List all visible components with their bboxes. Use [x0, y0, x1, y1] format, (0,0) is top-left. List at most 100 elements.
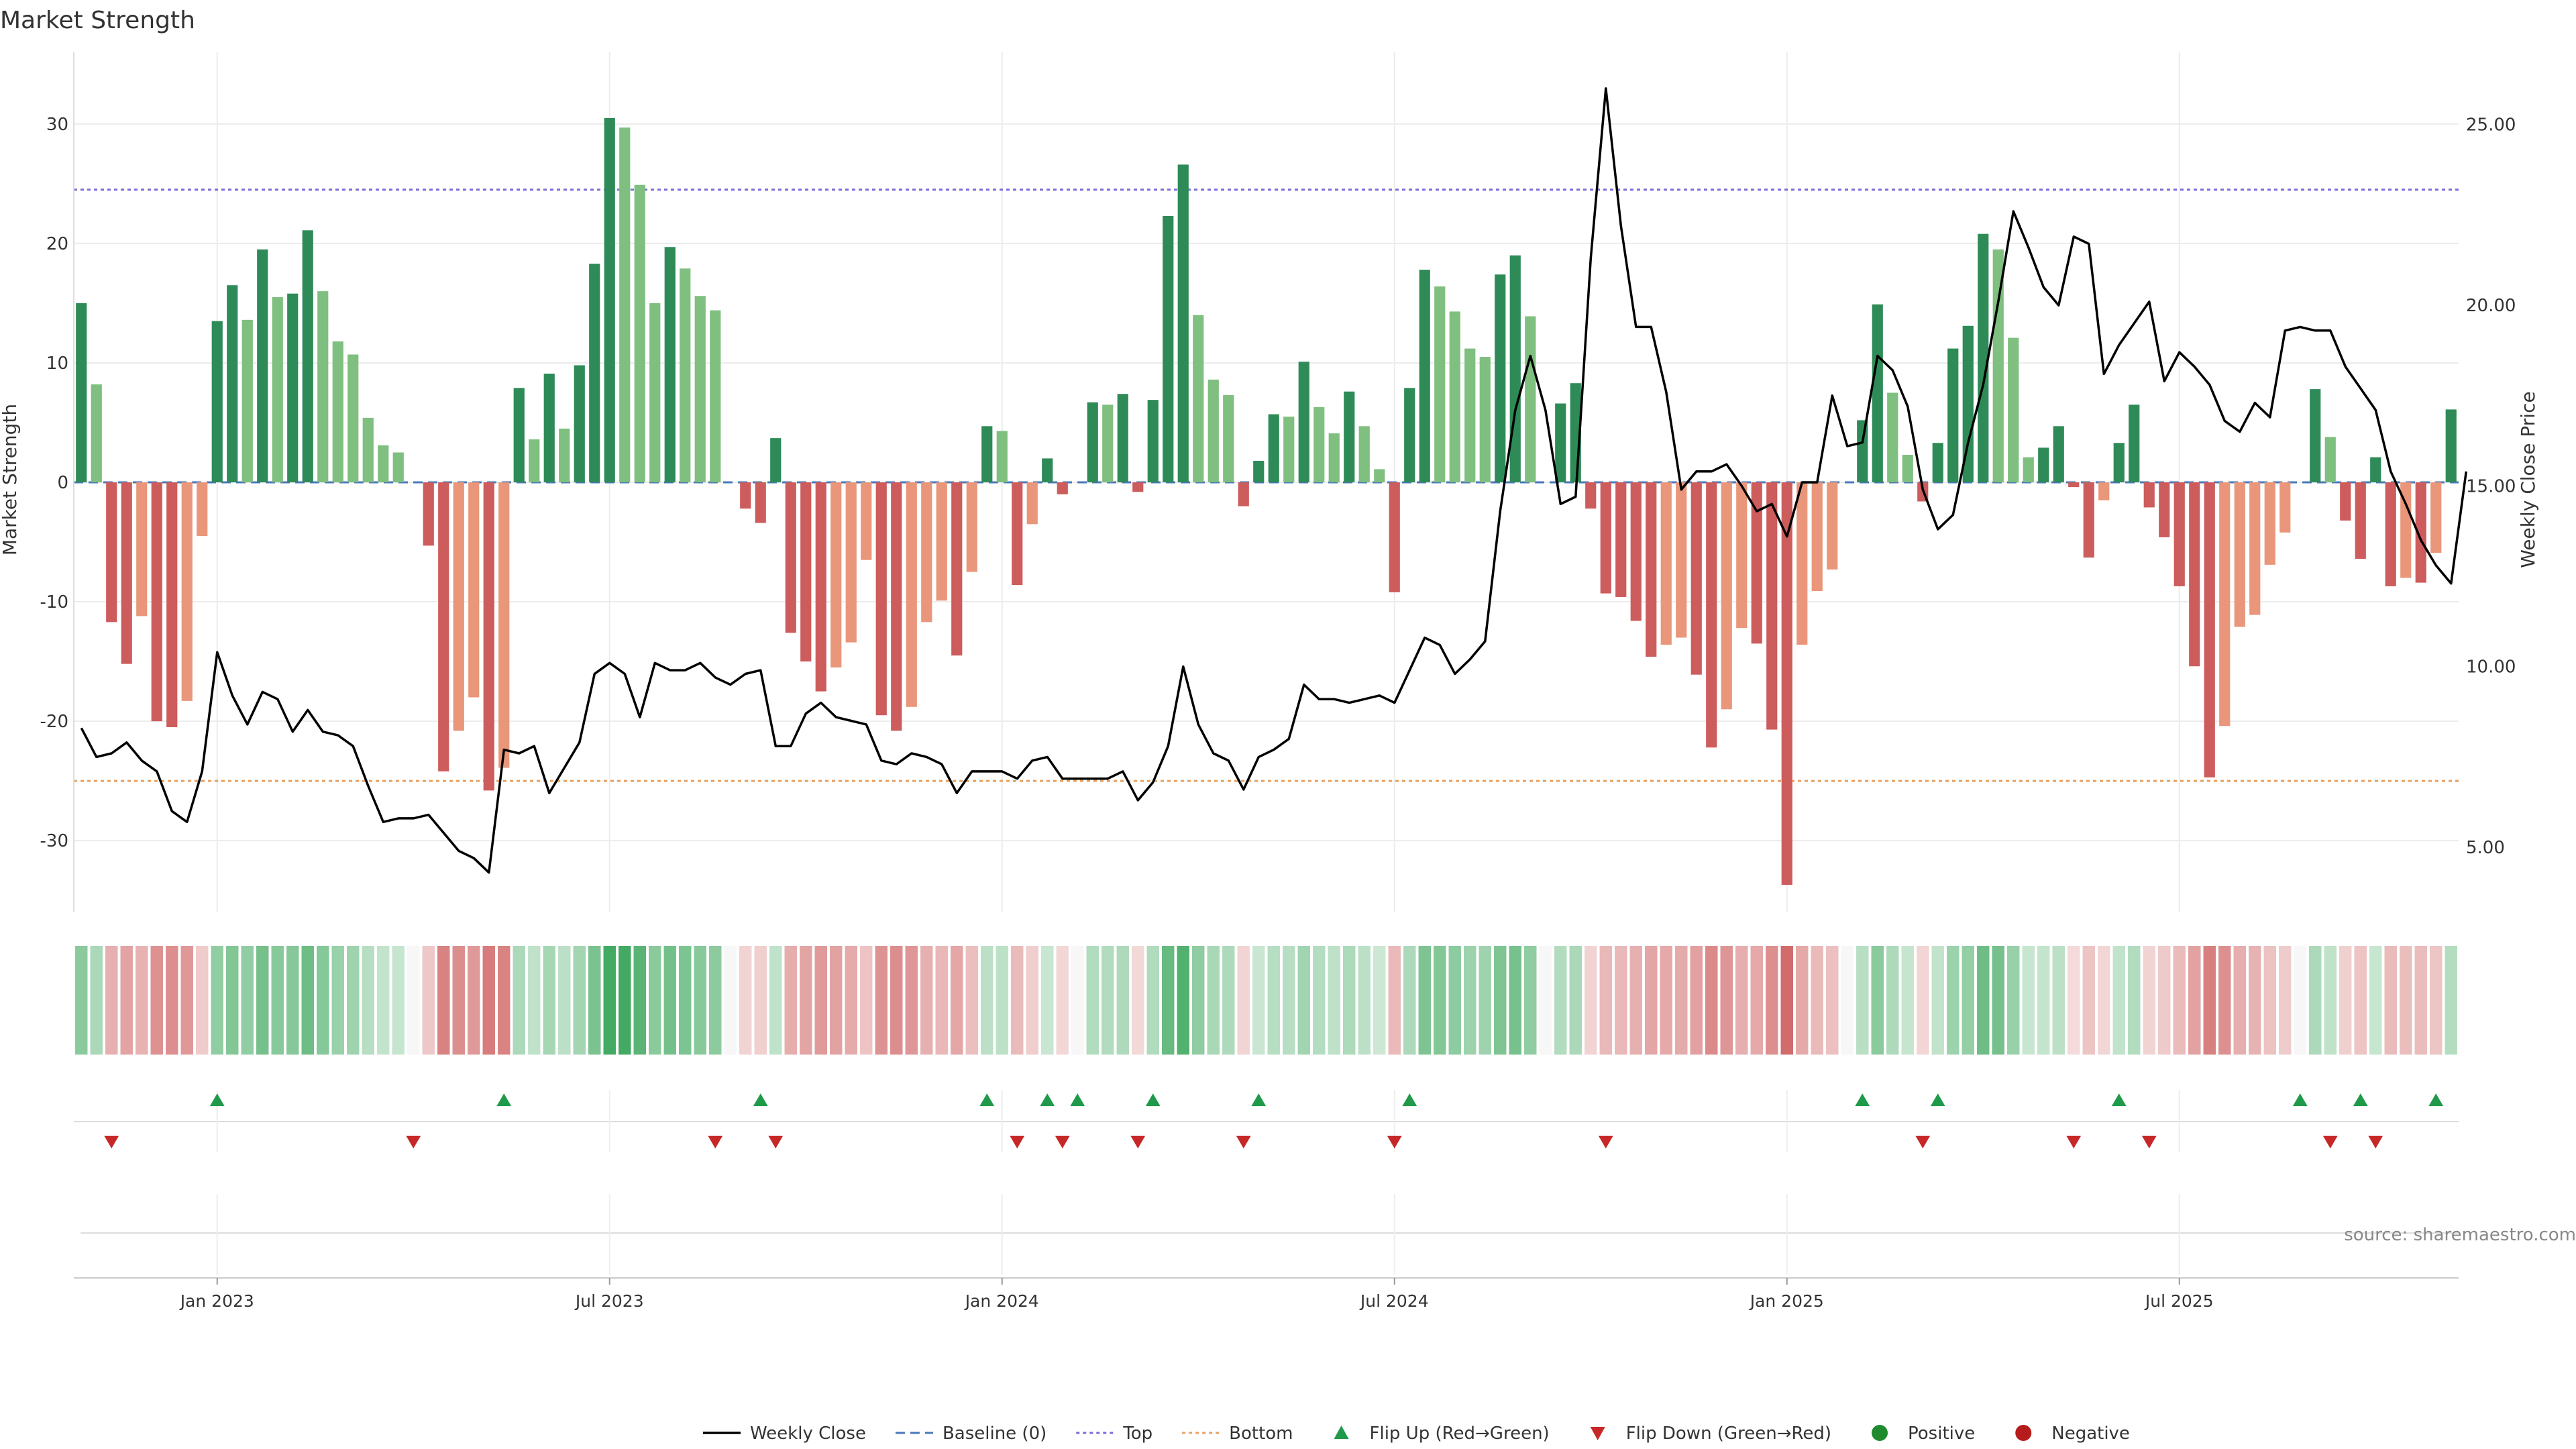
flip-up-marker: [1040, 1093, 1055, 1106]
heatmap-cell: [1675, 946, 1688, 1055]
strength-bar: [181, 482, 193, 701]
legend-item: Flip Down (Green→Red): [1590, 1424, 1831, 1444]
y-tick-label-right: 20.00: [2466, 296, 2516, 316]
heatmap-cell: [150, 946, 163, 1055]
heatmap-cell: [120, 946, 133, 1055]
heatmap-cell: [2068, 946, 2080, 1055]
strength-bar: [1087, 402, 1098, 482]
heatmap-cell: [1494, 946, 1507, 1055]
strength-bar: [2113, 443, 2125, 482]
strength-bar: [257, 249, 268, 482]
strength-bar: [951, 482, 963, 656]
heatmap-cell: [965, 946, 978, 1055]
heatmap-cell: [1796, 946, 1809, 1055]
heatmap-cell: [1146, 946, 1159, 1055]
strength-bar: [1313, 407, 1325, 482]
heatmap-cell: [1629, 946, 1642, 1055]
strength-bar: [891, 482, 902, 731]
heatmap-cell: [694, 946, 706, 1055]
heatmap-cell: [1947, 946, 1960, 1055]
heatmap-cell: [935, 946, 948, 1055]
heatmap-cell: [603, 946, 616, 1055]
heatmap-cell: [754, 946, 767, 1055]
heatmap-cell: [407, 946, 420, 1055]
strength-bar: [1751, 482, 1762, 644]
x-tick-label: Jan 2023: [179, 1291, 254, 1311]
strength-bar: [1328, 433, 1340, 482]
strength-bar: [604, 117, 615, 483]
legend-swatch-negative: [2015, 1425, 2032, 1441]
strength-bar: [2355, 482, 2366, 559]
strength-bars: [76, 117, 2457, 885]
flip-down-marker: [406, 1136, 421, 1148]
heatmap-cell: [2369, 946, 2382, 1055]
strength-bar: [710, 310, 721, 482]
y-tick-label-left: 0: [57, 473, 68, 493]
y-tick-label-left: -20: [40, 712, 68, 732]
strength-bar: [1495, 274, 1506, 482]
heatmap-cell: [1192, 946, 1205, 1055]
heatmap-cell: [1041, 946, 1054, 1055]
x-tick-label: Jan 2024: [964, 1291, 1039, 1311]
strength-bar: [1117, 394, 1128, 482]
heatmap-cell: [1403, 946, 1416, 1055]
flip-down-marker: [1387, 1136, 1402, 1148]
heatmap-cell: [1011, 946, 1024, 1055]
heatmap-cell: [1766, 946, 1778, 1055]
x-tick-label: Jul 2024: [1359, 1291, 1429, 1311]
heatmap-cell: [1418, 946, 1431, 1055]
flip-up-marker: [209, 1093, 225, 1106]
legend-label: Negative: [2051, 1424, 2130, 1444]
heatmap-cell: [482, 946, 495, 1055]
strength-bar: [453, 482, 464, 731]
strength-bar: [1509, 255, 1521, 482]
strength-bar: [936, 482, 947, 601]
strength-bar: [1042, 458, 1053, 482]
heatmap-cell: [1690, 946, 1703, 1055]
strength-bar: [227, 285, 238, 482]
heatmap-cell: [1977, 946, 1990, 1055]
flip-down-marker: [1055, 1136, 1070, 1148]
y-tick-label-right: 25.00: [2466, 115, 2516, 136]
heatmap-cell: [784, 946, 797, 1055]
y-tick-label-left: -30: [40, 831, 68, 851]
strength-bar: [664, 247, 676, 482]
strength-bar: [317, 291, 329, 482]
legend-item: Bottom: [1182, 1424, 1293, 1444]
heatmap-cell: [679, 946, 692, 1055]
heatmap-cell: [1056, 946, 1069, 1055]
heatmap-cell: [362, 946, 374, 1055]
flip-down-marker: [1236, 1136, 1251, 1148]
y-tick-label-right: 10.00: [2466, 657, 2516, 678]
strength-bar: [76, 303, 87, 482]
strength-bar: [1177, 164, 1189, 482]
strength-bar: [785, 482, 796, 633]
strength-bar: [1872, 304, 1883, 482]
legend-item: Negative: [2015, 1424, 2130, 1444]
weekly-close-line: [80, 87, 2468, 874]
heatmap-cell: [1826, 946, 1839, 1055]
heatmap-cell: [2082, 946, 2095, 1055]
heatmap-cell: [2173, 946, 2186, 1055]
heatmap-cell: [1313, 946, 1326, 1055]
flip-up-marker: [2292, 1093, 2308, 1106]
strength-bar: [2174, 482, 2185, 586]
heatmap-cell: [2158, 946, 2171, 1055]
heatmap-cell: [951, 946, 963, 1055]
strength-bar: [543, 373, 555, 482]
heatmap-cell: [513, 946, 525, 1055]
heatmap-cell: [1252, 946, 1265, 1055]
axes-layer: -30 -20 -10 0 10 20 30 5.00 10.00 15.00 20.00 25.00…: [40, 52, 2516, 1311]
strength-bar: [1630, 482, 1642, 621]
strength-bar: [694, 296, 706, 482]
heatmap-cell: [2112, 946, 2125, 1055]
strength-bar: [151, 482, 162, 722]
heatmap-cell: [2400, 946, 2412, 1055]
strength-bar: [1298, 362, 1309, 482]
flip-down-marker: [2368, 1136, 2383, 1148]
heatmap-cell: [1886, 946, 1899, 1055]
strength-bar: [815, 482, 826, 692]
heatmap-cell: [1660, 946, 1672, 1055]
heatmap-cell: [377, 946, 390, 1055]
legend-item: Weekly Close: [703, 1424, 866, 1444]
